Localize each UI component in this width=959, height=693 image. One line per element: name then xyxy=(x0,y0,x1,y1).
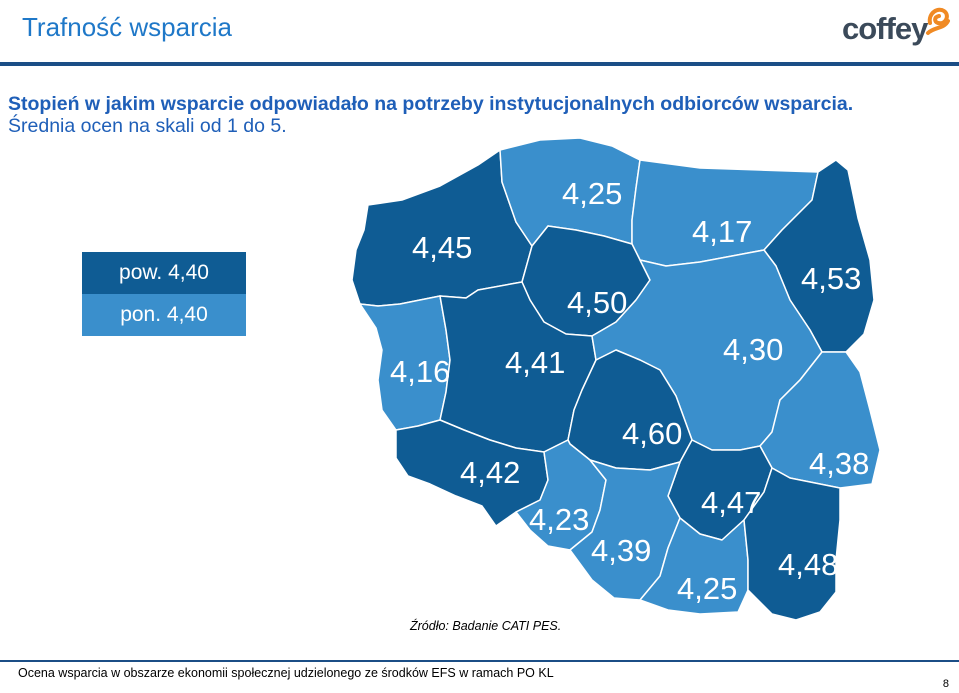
page-number: 8 xyxy=(942,678,949,690)
chart-subtitle: Stopień w jakim wsparcie odpowiadało na … xyxy=(8,93,953,137)
region-podkarpackie xyxy=(743,467,841,621)
coffey-logo: coffey xyxy=(842,5,954,53)
source-note: Źródło: Badanie CATI PES. xyxy=(410,619,562,633)
footer-text: Ocena wsparcia w obszarze ekonomii społe… xyxy=(18,666,554,680)
value-dolnoslaskie: 4,42 xyxy=(460,455,521,490)
subtitle-line-2: Średnia ocen na skali od 1 do 5. xyxy=(8,115,287,137)
value-malopolskie: 4,25 xyxy=(677,571,738,606)
legend: pow. 4,40 pon. 4,40 xyxy=(82,252,246,336)
value-lubelskie: 4,38 xyxy=(809,446,870,481)
legend-below: pon. 4,40 xyxy=(82,294,246,336)
value-wielkopolskie: 4,41 xyxy=(505,345,566,380)
value-podlaskie: 4,53 xyxy=(801,261,862,296)
value-lodzkie: 4,60 xyxy=(622,416,683,451)
value-mazowieckie: 4,30 xyxy=(723,332,784,367)
header-rule xyxy=(0,62,959,66)
slide-title: Trafność wsparcia xyxy=(22,12,232,42)
subtitle-line-1: Stopień w jakim wsparcie odpowiadało na … xyxy=(8,93,854,115)
logo-text: coffey xyxy=(842,11,928,46)
value-opolskie: 4,23 xyxy=(529,502,590,537)
value-slaskie: 4,39 xyxy=(591,533,652,568)
value-warminsko-mazurskie: 4,17 xyxy=(692,214,753,249)
value-podkarpackie: 4,48 xyxy=(778,547,839,582)
footer-rule xyxy=(0,660,959,662)
legend-above: pow. 4,40 xyxy=(82,252,246,294)
value-lubuskie: 4,16 xyxy=(390,354,451,389)
value-zachodniopomorskie: 4,45 xyxy=(412,230,473,265)
value-kujawsko-pomorskie: 4,50 xyxy=(567,285,628,320)
value-swietokrzyskie: 4,47 xyxy=(701,485,762,520)
logo-swirl-icon xyxy=(926,7,950,35)
value-pomorskie: 4,25 xyxy=(562,176,623,211)
